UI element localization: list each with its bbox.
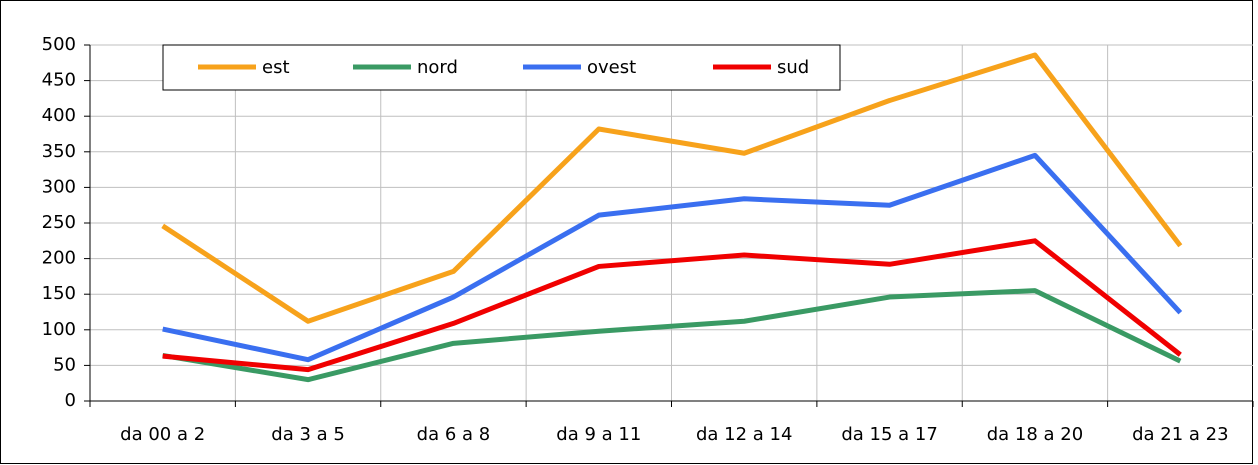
y-tick-label: 50 — [53, 354, 76, 375]
x-tick-label: da 18 a 20 — [987, 424, 1083, 445]
y-tick-label: 500 — [42, 34, 76, 55]
legend-label: sud — [777, 57, 809, 78]
legend-label: ovest — [587, 57, 636, 78]
x-tick-label: da 12 a 14 — [696, 424, 792, 445]
y-tick-label: 450 — [42, 70, 76, 91]
x-tick-label: da 00 a 2 — [120, 424, 205, 445]
series-line — [162, 238, 1182, 373]
x-tick-label: da 9 a 11 — [556, 424, 641, 445]
series-line — [162, 288, 1182, 383]
legend-label: nord — [417, 57, 458, 78]
series-line — [161, 52, 1183, 324]
y-tick-label: 100 — [42, 319, 76, 340]
x-tick-label: da 3 a 5 — [271, 424, 345, 445]
x-tick-label: da 21 a 23 — [1132, 424, 1228, 445]
y-tick-label: 0 — [65, 390, 76, 411]
x-tick-label: da 6 a 8 — [417, 424, 491, 445]
legend-label: est — [262, 57, 290, 78]
x-tick-label: da 15 a 17 — [841, 424, 937, 445]
y-tick-label: 200 — [42, 248, 76, 269]
y-tick-label: 150 — [42, 283, 76, 304]
y-tick-label: 350 — [42, 141, 76, 162]
y-tick-label: 250 — [42, 212, 76, 233]
y-tick-label: 400 — [42, 105, 76, 126]
series-line — [162, 152, 1183, 363]
y-tick-label: 300 — [42, 176, 76, 197]
